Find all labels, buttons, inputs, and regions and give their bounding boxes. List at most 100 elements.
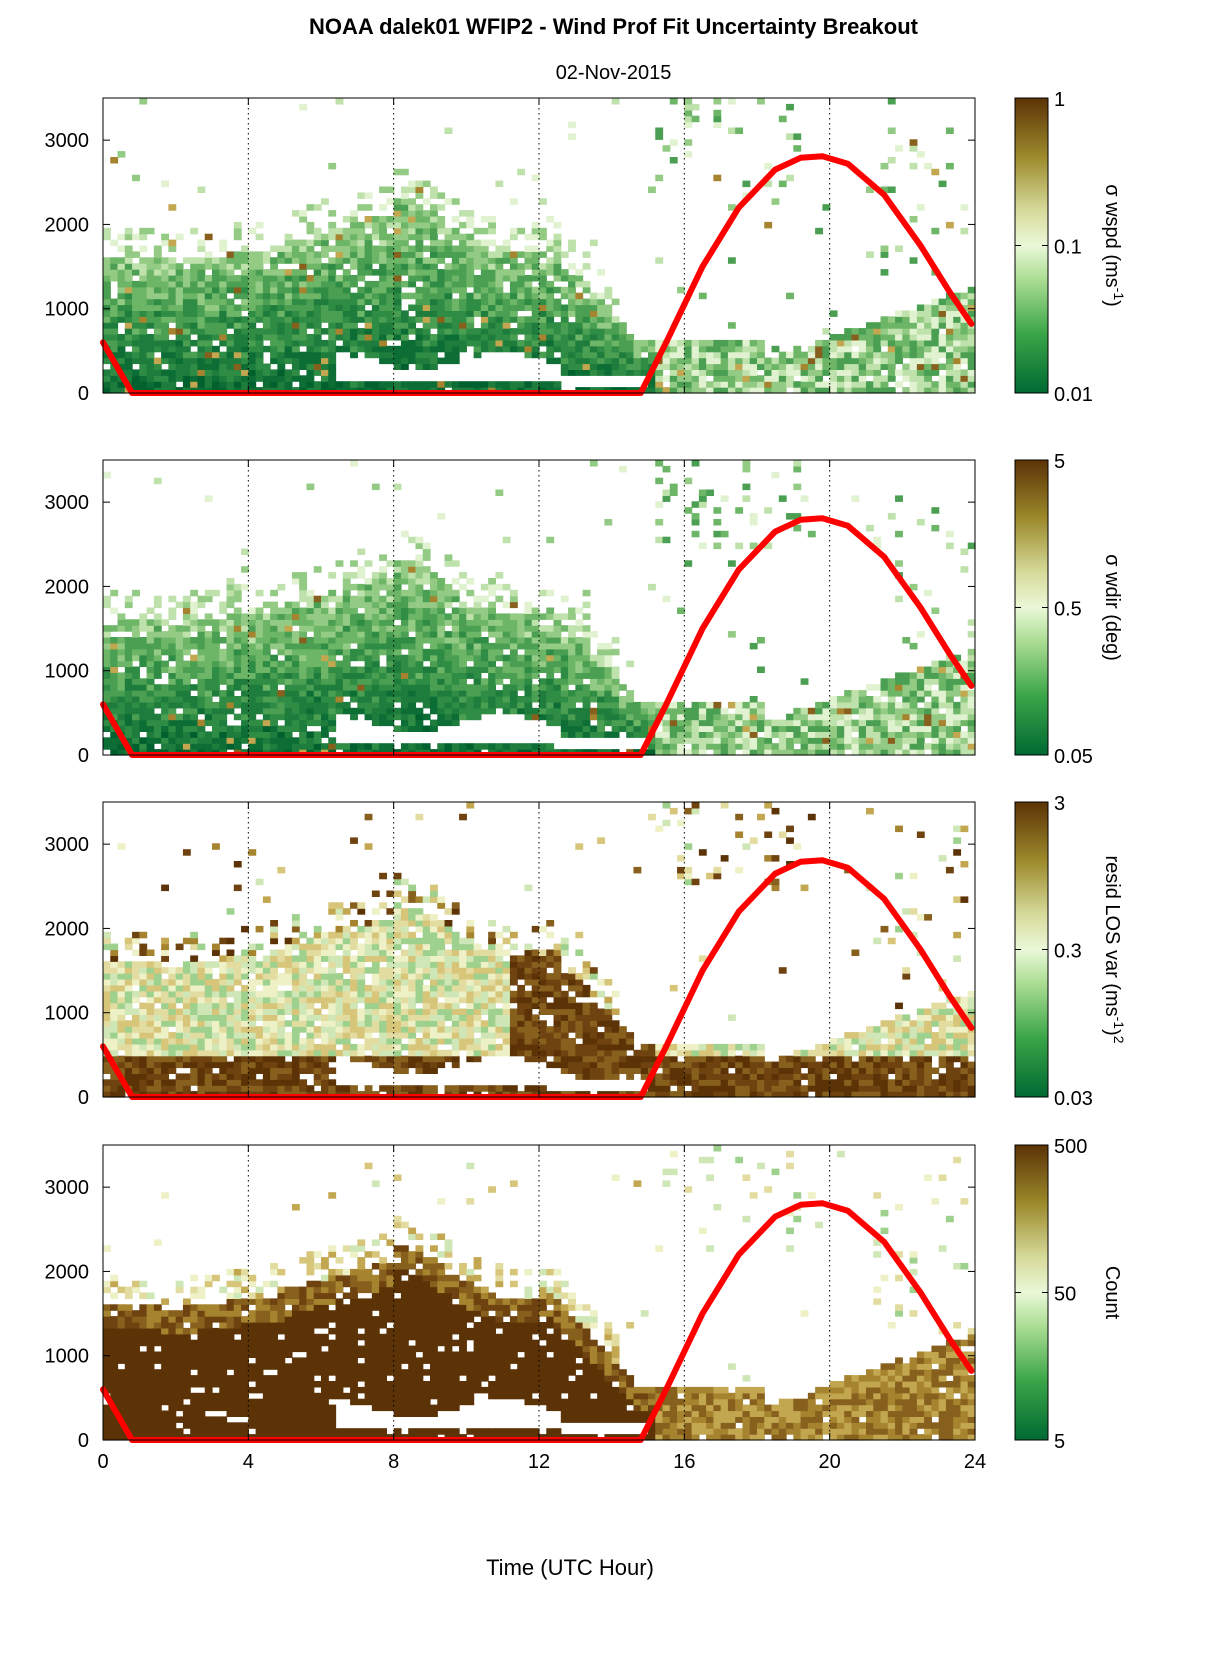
heatmap-cell (153, 666, 162, 673)
heatmap-cell (299, 275, 308, 282)
heatmap-cell (851, 334, 860, 341)
heatmap-cell (190, 1061, 199, 1069)
heatmap-cell (161, 328, 170, 335)
heatmap-cell (132, 731, 140, 738)
heatmap-cell (364, 269, 373, 276)
heatmap-cell (495, 489, 504, 496)
heatmap-cell (495, 583, 504, 591)
heatmap-cell (146, 648, 155, 656)
heatmap-cell (386, 334, 395, 341)
heatmap-cell (916, 369, 925, 376)
heatmap-cell (415, 637, 424, 644)
heatmap-cell (277, 713, 286, 721)
heatmap-cell (321, 369, 329, 376)
heatmap-cell (182, 961, 191, 968)
heatmap-cell (153, 660, 162, 668)
heatmap-cell (466, 637, 475, 644)
heatmap-cell (204, 737, 213, 744)
heatmap-cell (306, 381, 315, 388)
heatmap-cell (190, 1067, 199, 1074)
heatmap-cell (655, 345, 664, 353)
heatmap-cell (597, 369, 606, 376)
heatmap-cell (669, 351, 678, 359)
heatmap-cell (400, 701, 409, 709)
heatmap-cell (197, 725, 206, 732)
heatmap-cell (103, 1002, 111, 1010)
heatmap-cell (444, 631, 453, 638)
heatmap-cell (219, 292, 228, 300)
heatmap-cell (255, 363, 264, 370)
heatmap-cell (182, 322, 191, 329)
heatmap-cell (226, 696, 235, 703)
heatmap-cell (415, 719, 424, 727)
heatmap-cell (175, 280, 184, 288)
heatmap-cell (182, 619, 191, 626)
heatmap-cell (328, 369, 337, 376)
heatmap-cell (219, 375, 228, 382)
heatmap-cell (146, 310, 155, 317)
heatmap-cell (444, 672, 453, 679)
heatmap-cell (938, 351, 947, 359)
heatmap-cell (255, 737, 264, 744)
colorbar-label: σ wdir (deg) (1101, 554, 1123, 661)
heatmap-cell (291, 607, 300, 614)
heatmap-cell (291, 280, 300, 288)
heatmap-cell (909, 351, 918, 359)
heatmap-cell (233, 328, 242, 335)
heatmap-cell (829, 696, 838, 703)
heatmap-cell (393, 227, 402, 235)
heatmap-cell (916, 151, 925, 158)
heatmap-cell (226, 583, 235, 591)
heatmap-cell (204, 1002, 213, 1010)
heatmap-cell (800, 743, 809, 750)
heatmap-cell (299, 583, 308, 591)
heatmap-cell (786, 731, 794, 738)
heatmap-cell (786, 103, 794, 111)
heatmap-cell (342, 654, 351, 662)
heatmap-cell (568, 286, 576, 294)
heatmap-cell (132, 316, 140, 323)
heatmap-cell (371, 601, 380, 609)
heatmap-cell (284, 245, 293, 252)
heatmap-cell (466, 239, 475, 247)
heatmap-cell (270, 310, 279, 317)
heatmap-cell (706, 719, 715, 727)
heatmap-cell (284, 357, 293, 365)
heatmap-cell (749, 701, 758, 709)
heatmap-cell (139, 1032, 148, 1039)
heatmap-cell (415, 619, 424, 626)
heatmap-cell (117, 1061, 126, 1069)
heatmap-cell (153, 1073, 162, 1080)
heatmap-cell (110, 996, 119, 1004)
heatmap-cell (386, 186, 395, 193)
heatmap-cell (277, 280, 286, 288)
heatmap-cell (517, 672, 526, 679)
heatmap-cell (451, 619, 460, 626)
heatmap-cell (698, 495, 707, 502)
heatmap-cell (124, 713, 133, 721)
heatmap-cell (248, 292, 257, 300)
heatmap-cell (895, 684, 903, 691)
heatmap-cell (132, 637, 140, 644)
heatmap-cell (640, 725, 649, 732)
heatmap-cell (262, 310, 271, 317)
heatmap-cell (749, 381, 758, 388)
heatmap-cell (408, 275, 417, 282)
heatmap-cell (255, 731, 264, 738)
heatmap-cell (648, 743, 656, 750)
heatmap-cell (379, 607, 388, 614)
heatmap-cell (241, 263, 249, 270)
heatmap-cell (379, 245, 388, 252)
heatmap-cell (379, 298, 388, 306)
heatmap-cell (539, 275, 547, 282)
heatmap-cell (444, 743, 453, 750)
heatmap-cell (182, 990, 191, 998)
heatmap-cell (270, 684, 279, 691)
heatmap-cell (342, 339, 351, 347)
heatmap-cell (931, 743, 940, 750)
heatmap-cell (168, 690, 177, 697)
heatmap-cell (662, 345, 671, 353)
heatmap-cell (248, 310, 257, 317)
heatmap-cell (451, 216, 460, 223)
heatmap-cell (807, 743, 816, 750)
